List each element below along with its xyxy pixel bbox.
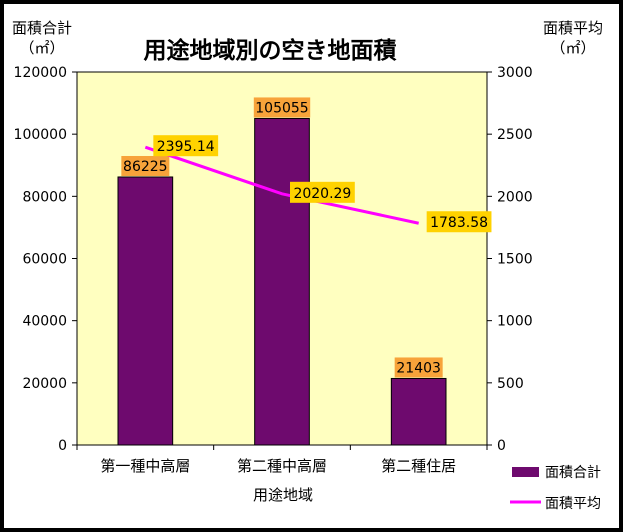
line-data-label: 2395.14 (157, 139, 215, 155)
legend-swatch-bar (512, 467, 539, 477)
bar-3 (390, 377, 447, 446)
left-axis-tick-label: 0 (58, 438, 67, 454)
chart-title: 用途地域別の空き地面積 (144, 37, 398, 64)
left-axis-tick-label: 100000 (14, 127, 67, 143)
line-data-label: 2020.29 (293, 186, 351, 202)
right-axis-tick-label: 1000 (497, 314, 533, 330)
left-axis-tick-label: 40000 (22, 314, 67, 330)
legend-label-bar: 面積合計 (545, 465, 601, 481)
bar-label-box (121, 155, 170, 176)
bar-data-label: 21403 (396, 360, 441, 376)
right-axis-title-line1: 面積平均 (543, 19, 603, 37)
line-label-box (153, 135, 219, 157)
right-axis-tick-label: 500 (497, 376, 524, 392)
bar-1 (117, 176, 174, 446)
x-axis-category-label: 第二種住居 (381, 457, 456, 475)
bar-label-box (394, 357, 443, 378)
right-axis-tick-label: 2500 (497, 127, 533, 143)
left-axis-tick-label: 60000 (22, 252, 67, 268)
x-axis-category-label: 第一種中高層 (100, 457, 190, 475)
left-axis-tick-label: 120000 (14, 65, 67, 81)
right-axis-title-line2: （㎡） (550, 39, 595, 57)
left-axis-title-line1: 面積合計 (12, 19, 72, 37)
bar-data-label: 86225 (123, 159, 168, 175)
legend-label-line: 面積平均 (545, 496, 601, 512)
left-axis-tick-label: 20000 (22, 376, 67, 392)
line-data-label: 1783.58 (430, 215, 488, 231)
left-axis-tick-label: 80000 (22, 189, 67, 205)
bar-label-box (253, 97, 311, 118)
average-line (144, 145, 419, 225)
right-axis-tick-label: 2000 (497, 189, 533, 205)
line-label-box (290, 181, 355, 203)
line-label-box (426, 211, 492, 233)
right-axis-tick-label: 3000 (497, 65, 533, 81)
x-axis-category-label: 第二種中高層 (237, 457, 327, 475)
left-axis-title-line2: （㎡） (19, 39, 64, 57)
right-axis-tick-label: 1500 (497, 252, 533, 268)
right-axis-tick-label: 0 (497, 438, 506, 454)
x-axis-title: 用途地域 (253, 486, 313, 504)
bar-2 (254, 117, 310, 446)
bar-data-label: 105055 (255, 100, 308, 116)
